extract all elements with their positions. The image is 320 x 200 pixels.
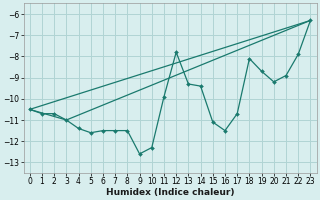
X-axis label: Humidex (Indice chaleur): Humidex (Indice chaleur) — [106, 188, 234, 197]
